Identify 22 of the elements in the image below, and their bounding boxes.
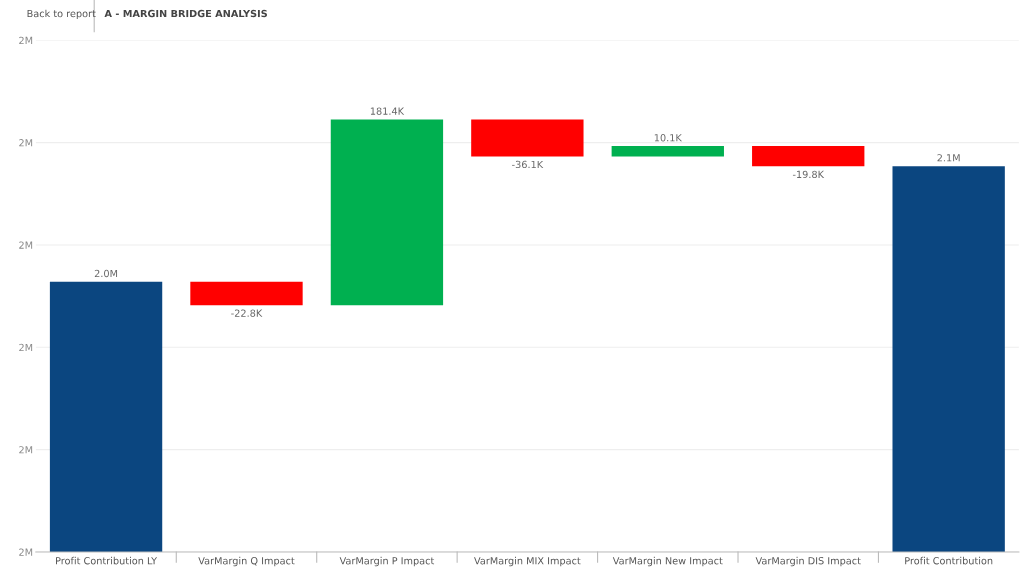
x-tick-label: VarMargin DIS Impact bbox=[755, 556, 861, 567]
data-label: -22.8K bbox=[231, 309, 263, 317]
chart-title: A - MARGIN BRIDGE ANALYSIS bbox=[104, 9, 267, 18]
data-label: -19.8K bbox=[792, 170, 825, 179]
data-label: -36.1K bbox=[512, 160, 544, 169]
y-tick-label: 2M bbox=[19, 343, 33, 351]
y-tick-label: 2M bbox=[19, 139, 33, 147]
text: Back to report bbox=[27, 9, 96, 20]
data-label: 181.4K bbox=[370, 107, 405, 115]
y-tick-label: 2M bbox=[19, 241, 33, 249]
data-label: 10.1K bbox=[654, 134, 683, 142]
y-tick-label: 2M bbox=[19, 446, 33, 454]
x-tick-label: VarMargin P Impact bbox=[339, 556, 435, 567]
y-tick-label: 2M bbox=[19, 548, 33, 556]
x-tick-label: VarMargin MIX Impact bbox=[474, 556, 581, 567]
x-tick-label: VarMargin New Impact bbox=[612, 556, 723, 567]
x-tick-label: Profit Contribution bbox=[905, 556, 993, 565]
y-tick-label: 2M bbox=[19, 36, 33, 44]
x-tick-label: Profit Contribution LY bbox=[56, 556, 158, 565]
data-label: 2.0M bbox=[94, 269, 118, 278]
x-tick-label: VarMargin Q Impact bbox=[198, 556, 295, 567]
data-label: 2.1M bbox=[937, 154, 960, 162]
